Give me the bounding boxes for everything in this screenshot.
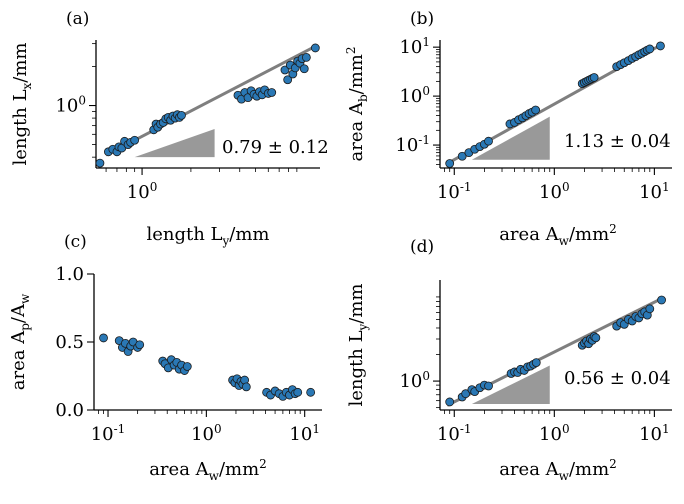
- panel-label-d: (d): [410, 237, 434, 257]
- x-axis-label: area Aw/mm2: [499, 222, 617, 248]
- y-tick-label: 100: [55, 94, 86, 117]
- x-tick-label: 10-1: [437, 180, 472, 203]
- data-point: [484, 381, 493, 391]
- y-tick-label: 1.0: [55, 264, 84, 285]
- data-point: [95, 158, 105, 168]
- data-point: [645, 44, 655, 54]
- data-point: [293, 387, 303, 397]
- data-point: [306, 387, 316, 397]
- data-point: [99, 333, 108, 343]
- panel-label-a: (a): [66, 9, 89, 29]
- data-point: [445, 397, 455, 407]
- data-point: [301, 52, 311, 62]
- data-point: [645, 304, 655, 314]
- y-tick-label: 101: [399, 35, 430, 58]
- data-point: [591, 333, 601, 343]
- data-point: [267, 88, 277, 97]
- y-tick-label: 10-1: [395, 133, 430, 156]
- slope-triangle: [134, 128, 215, 158]
- panel-a: (a) 100 100 length Ly/mm length Lx/mm 0.79 …: [10, 9, 329, 248]
- x-tick-label: 100: [191, 422, 222, 445]
- panel-c: (c) 10-1 100 101 0.0 0.5 1.0 area Aw/mm2 area A…: [8, 232, 322, 483]
- x-axis-label: area Aw/mm2: [499, 457, 617, 483]
- data-point: [589, 73, 599, 82]
- data-point: [130, 135, 140, 145]
- data-point: [531, 105, 541, 115]
- x-tick-label: 101: [639, 180, 670, 203]
- x-tick-label: 100: [127, 180, 158, 203]
- slope-triangle: [471, 365, 550, 404]
- y-axis-label: area Ap/Aw: [8, 293, 32, 390]
- data-point: [310, 43, 320, 53]
- data-point: [299, 64, 309, 74]
- data-point: [182, 362, 192, 371]
- data-point: [241, 382, 251, 392]
- data-point: [484, 136, 493, 146]
- data-point: [657, 295, 666, 305]
- data-point: [280, 65, 290, 75]
- data-point: [656, 41, 665, 51]
- y-tick-label: 100: [399, 84, 430, 107]
- data-point: [457, 151, 467, 161]
- x-tick-label: 101: [289, 422, 320, 445]
- y-tick-label: 100: [399, 369, 430, 392]
- x-tick-label: 10-1: [437, 422, 472, 445]
- y-axis-label: area Ab/mm2: [344, 47, 370, 162]
- x-tick-label: 100: [539, 180, 570, 203]
- data-point: [531, 358, 541, 368]
- panel-b: (b) 10-1 100 101 10-1 100 101 area Aw/mm2 area …: [344, 9, 672, 248]
- y-axis-label: length Ly/mm: [346, 283, 370, 406]
- x-tick-label: 100: [539, 422, 570, 445]
- slope-annotation-b: 1.13 ± 0.04: [564, 131, 671, 152]
- y-tick-label: 0.5: [55, 332, 84, 353]
- slope-triangle: [471, 116, 550, 160]
- panel-d: (d) 10-1 100 101 100 area Aw/mm2 length Ly/mm…: [346, 237, 672, 483]
- x-tick-label: 10-1: [91, 422, 126, 445]
- x-axis-label: area Aw/mm2: [149, 457, 267, 483]
- data-point: [283, 75, 293, 85]
- x-tick-label: 101: [639, 422, 670, 445]
- slope-annotation-d: 0.56 ± 0.04: [564, 368, 671, 389]
- panel-label-c: (c): [64, 232, 87, 252]
- y-tick-label: 0.0: [55, 400, 84, 421]
- slope-annotation-a: 0.79 ± 0.12: [222, 137, 329, 158]
- y-axis-label: length Lx/mm: [10, 42, 34, 165]
- data-point: [135, 340, 145, 350]
- panel-label-b: (b): [410, 9, 434, 29]
- data-point: [177, 110, 186, 120]
- data-point: [461, 389, 471, 399]
- x-axis-label: length Ly/mm: [146, 224, 269, 248]
- fit-line: [105, 45, 315, 157]
- data-point: [445, 159, 455, 168]
